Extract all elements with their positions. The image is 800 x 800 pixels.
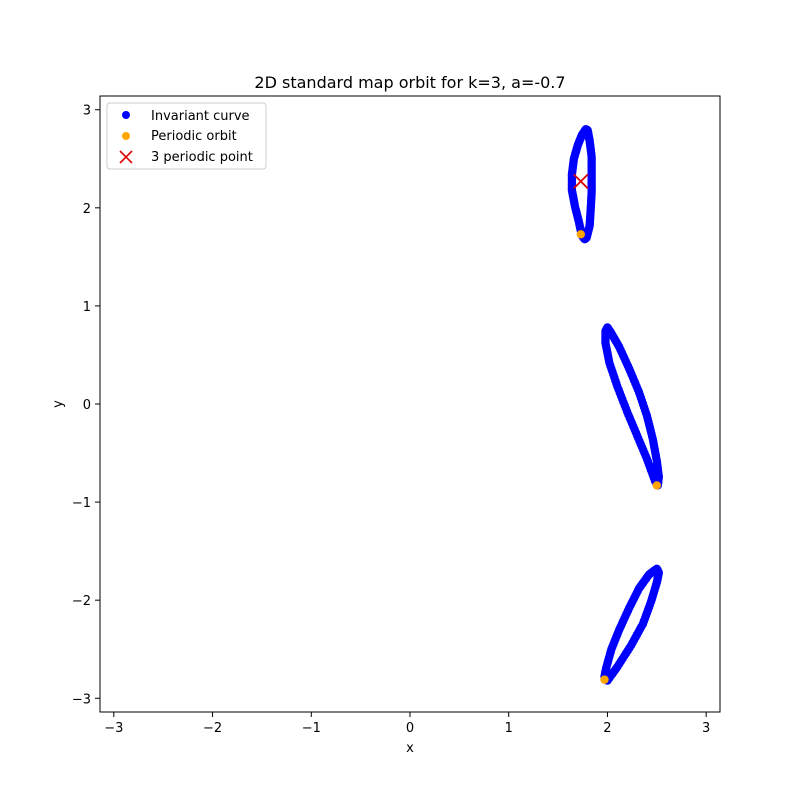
legend-box <box>106 102 267 170</box>
legend-label-periodic-orbit: Periodic orbit <box>151 129 237 144</box>
x-tick-label: 2 <box>603 721 611 736</box>
y-tick-label: −2 <box>72 594 91 609</box>
periodic-orbit-point <box>576 230 585 239</box>
x-axis: −3 −2 −1 0 1 2 3 <box>104 712 710 736</box>
x-tick-label: −2 <box>203 721 222 736</box>
series-layer <box>567 125 663 685</box>
invariant-curve-loop <box>601 323 663 490</box>
y-tick-label: −1 <box>72 496 91 511</box>
x-tick-label: 3 <box>702 721 710 736</box>
y-axis: −3 −2 −1 0 1 2 3 <box>72 104 100 707</box>
y-tick-label: −3 <box>72 692 91 707</box>
x-axis-label: x <box>406 741 414 756</box>
y-tick-label: 2 <box>83 202 91 217</box>
invariant-curve-loop <box>567 125 596 244</box>
invariant-curve-point <box>603 323 612 333</box>
periodic-point-marker <box>573 173 589 189</box>
invariant-curve-loop <box>600 564 663 685</box>
periodic-orbit-point <box>600 675 609 684</box>
legend: Invariant curve Periodic orbit 3 periodi… <box>106 102 267 170</box>
y-tick-label: 1 <box>83 300 91 315</box>
chart-title: 2D standard map orbit for k=3, a=-0.7 <box>254 73 565 92</box>
x-tick-label: −3 <box>104 721 123 736</box>
x-tick-label: 0 <box>406 721 414 736</box>
y-tick-label: 3 <box>83 104 91 119</box>
legend-label-3-periodic-point: 3 periodic point <box>151 150 253 165</box>
x-tick-label: −1 <box>302 721 321 736</box>
legend-marker-3-periodic-point <box>119 150 133 164</box>
legend-label-invariant-curve: Invariant curve <box>151 109 250 124</box>
x-tick-label: 1 <box>505 721 513 736</box>
y-tick-label: 0 <box>83 398 91 413</box>
legend-marker-invariant-curve <box>122 111 130 119</box>
periodic-orbit-point <box>652 481 662 490</box>
y-axis-label: y <box>51 400 66 408</box>
legend-marker-periodic-orbit <box>122 132 130 140</box>
